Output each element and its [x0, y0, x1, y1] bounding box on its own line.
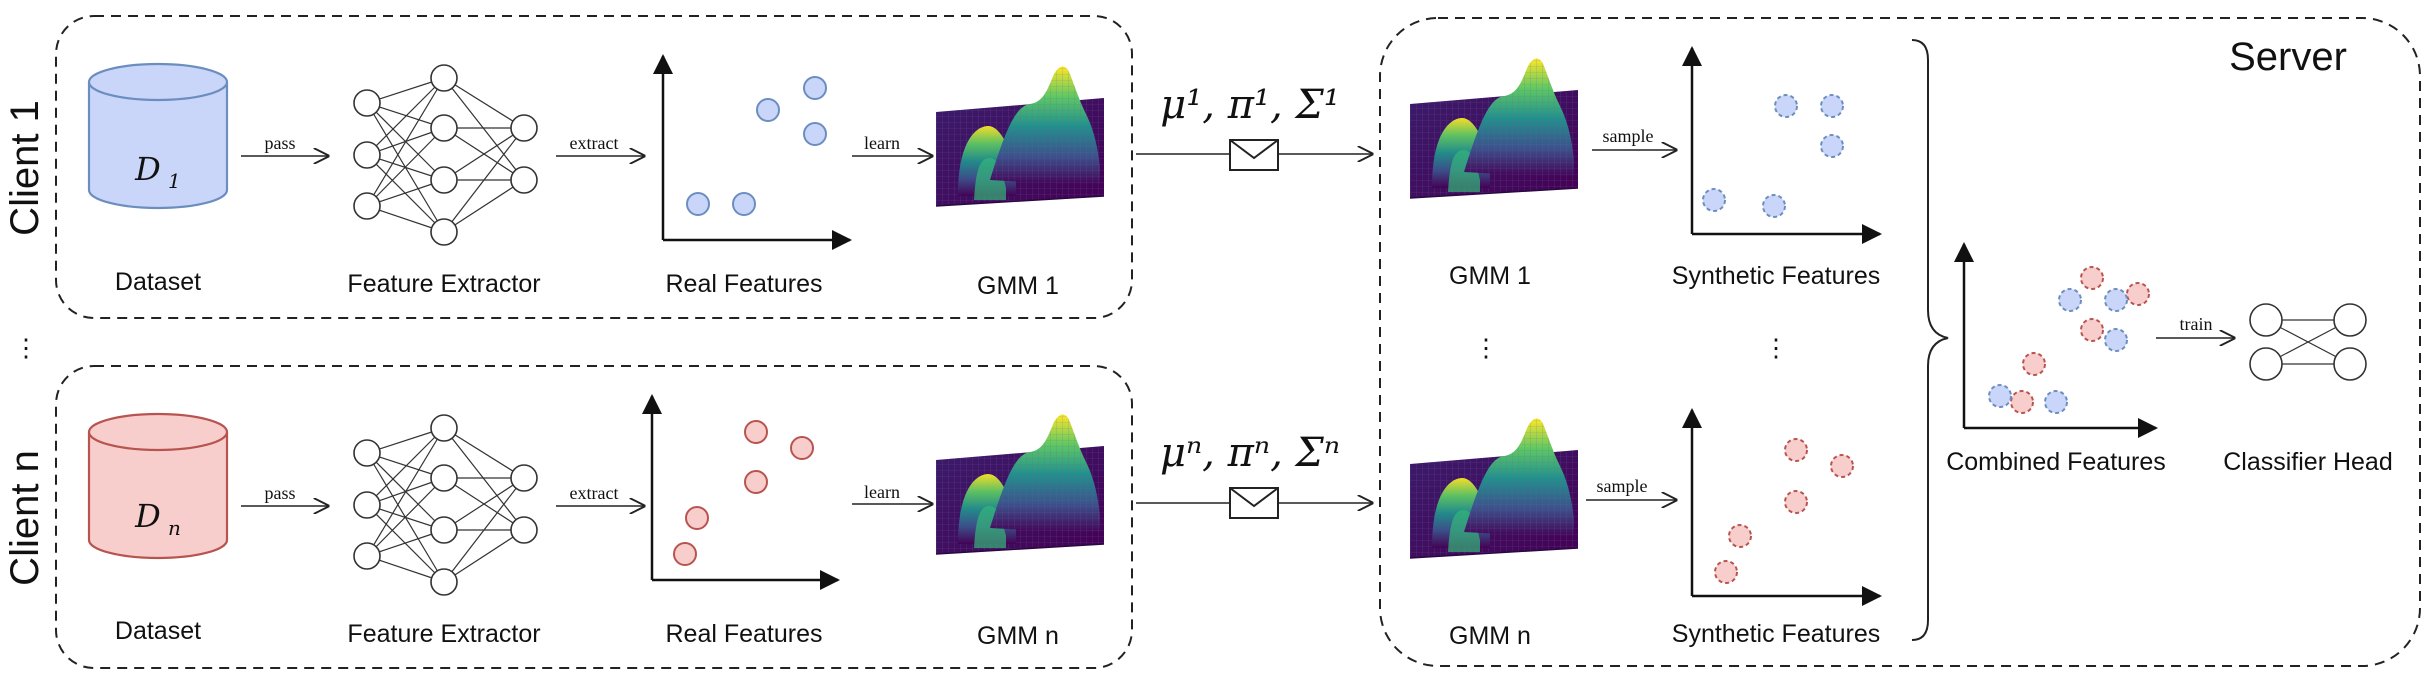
server-ellipsis-synthetic: ⋮ — [1764, 334, 1789, 362]
client-n-real-features-label: Real Features — [665, 620, 822, 648]
client-1-extractor-label: Feature Extractor — [347, 270, 540, 298]
server-ellipsis-gmm: ⋮ — [1474, 334, 1499, 362]
client-n-params-label: μⁿ, πⁿ, Σⁿ — [1160, 430, 1340, 476]
client-1-label: Client 1 — [3, 100, 47, 236]
server-combined-label: Combined Features — [1946, 448, 2166, 476]
server-title: Server — [2229, 35, 2347, 79]
server-classifier-label: Classifier Head — [2223, 448, 2393, 476]
client-n-envelope-icon — [1229, 487, 1279, 519]
server-panel: Server GMM 1 ⋮ GMM n sample sample Synth… — [1379, 17, 2421, 667]
upload-client-n: μⁿ, πⁿ, Σⁿ — [1136, 430, 1372, 519]
client-n-dataset-label: Dataset — [115, 617, 201, 645]
client-n-dataset-sub: n — [168, 516, 181, 540]
client-n-gmm-surface — [935, 413, 1105, 555]
client-1-real-features-plot — [653, 54, 852, 250]
client-1-gmm-surface — [935, 65, 1105, 207]
client-n-panel: Client n D n Dataset pass Feature Ex — [3, 365, 1133, 669]
client-1-real-features-label: Real Features — [665, 270, 822, 298]
client-n-gmm-label: GMM n — [977, 622, 1059, 650]
client-n-dataset-symbol: D — [134, 497, 161, 535]
client-n-feature-extractor — [353, 414, 538, 596]
server-merge-brace — [1911, 39, 1949, 641]
client-n-learn-label: learn — [864, 482, 900, 502]
client-1-dataset-label: Dataset — [115, 268, 201, 296]
server-combined-features-plot — [1954, 242, 2158, 438]
client-1-extract-label: extract — [570, 133, 619, 153]
server-synthetic-features-bottom-plot — [1682, 408, 1882, 606]
client-n-extract-label: extract — [570, 483, 619, 503]
client-1-dataset-symbol: D — [134, 150, 161, 188]
client-n-real-features-plot — [642, 394, 840, 590]
upload-client-1: μ¹, π¹, Σ¹ — [1136, 82, 1372, 171]
client-1-feature-extractor — [353, 64, 538, 246]
server-gmm-1-label: GMM 1 — [1449, 262, 1531, 290]
client-1-params-label: μ¹, π¹, Σ¹ — [1160, 82, 1340, 128]
server-gmm-n-label: GMM n — [1449, 622, 1531, 650]
server-train-label: train — [2180, 314, 2213, 334]
server-gmm-n-surface — [1409, 417, 1579, 559]
client-1-learn-label: learn — [864, 133, 900, 153]
client-n-label: Client n — [3, 450, 47, 586]
server-sample-label-top: sample — [1603, 126, 1654, 146]
client-n-extractor-label: Feature Extractor — [347, 620, 540, 648]
client-n-pass-label: pass — [265, 483, 296, 503]
client-1-panel: Client 1 D 1 Dataset pass — [3, 15, 1133, 319]
server-gmm-1-surface — [1409, 57, 1579, 199]
client-1-pass-label: pass — [265, 133, 296, 153]
server-synthetic-features-top-plot — [1682, 46, 1882, 244]
client-1-envelope-icon — [1229, 139, 1279, 171]
clients-ellipsis: ⋮ — [14, 334, 39, 362]
client-1-dataset-cylinder: D 1 — [87, 62, 229, 210]
client-1-gmm-label: GMM 1 — [977, 272, 1059, 300]
client-1-dataset-sub: 1 — [168, 169, 181, 193]
server-sample-label-bottom: sample — [1597, 476, 1648, 496]
server-synthetic-bottom-label: Synthetic Features — [1672, 620, 1880, 648]
server-synthetic-top-label: Synthetic Features — [1672, 262, 1880, 290]
server-classifier-head — [2249, 303, 2367, 381]
client-n-dataset-cylinder: D n — [87, 412, 229, 560]
